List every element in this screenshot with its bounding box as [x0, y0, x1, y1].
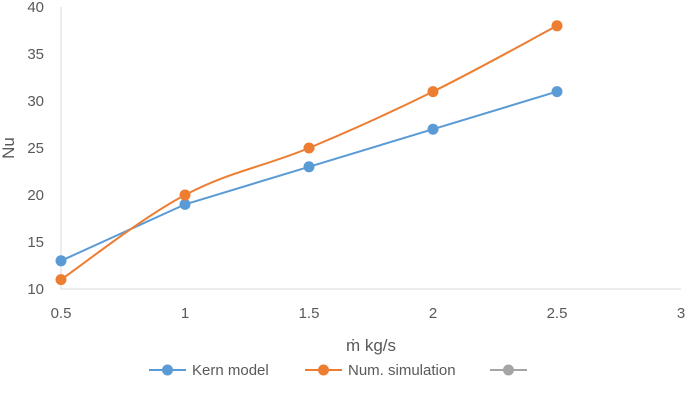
chart-axes [60, 7, 681, 290]
legend: Kern model Num. simulation [149, 362, 527, 379]
data-point [303, 142, 315, 154]
data-point [427, 86, 439, 98]
y-tick-labels: 10 15 20 25 30 35 40 [27, 0, 44, 298]
y-tick-label: 10 [27, 281, 44, 298]
data-point [55, 274, 67, 286]
x-tick-label: 0.5 [51, 305, 72, 322]
x-tick-labels: 0.5 1 1.5 2 2.5 3 [51, 305, 685, 322]
legend-label: Kern model [192, 362, 269, 379]
y-tick-label: 40 [27, 0, 44, 16]
y-tick-label: 25 [27, 140, 44, 157]
data-point [427, 123, 439, 135]
data-point [179, 198, 191, 210]
x-tick-label: 3 [677, 305, 685, 322]
y-tick-label: 30 [27, 93, 44, 110]
x-tick-label: 1 [181, 305, 189, 322]
y-tick-label: 35 [27, 46, 44, 63]
y-tick-label: 20 [27, 187, 44, 204]
legend-marker [318, 364, 329, 376]
legend-label: Num. simulation [348, 362, 456, 379]
data-point [179, 189, 191, 201]
data-point [303, 161, 315, 173]
data-point [55, 255, 67, 267]
data-point [551, 86, 563, 98]
y-tick-label: 15 [27, 234, 44, 251]
x-tick-label: 2.5 [547, 305, 568, 322]
y-axis-title: Nu [0, 137, 18, 159]
legend-marker [503, 364, 514, 376]
x-tick-label: 1.5 [299, 305, 320, 322]
series-line [60, 90, 558, 262]
legend-marker [162, 364, 173, 376]
series-group [55, 20, 563, 286]
x-axis-title: ṁ kg/s [346, 336, 396, 355]
data-point [551, 20, 563, 32]
x-tick-label: 2 [429, 305, 437, 322]
